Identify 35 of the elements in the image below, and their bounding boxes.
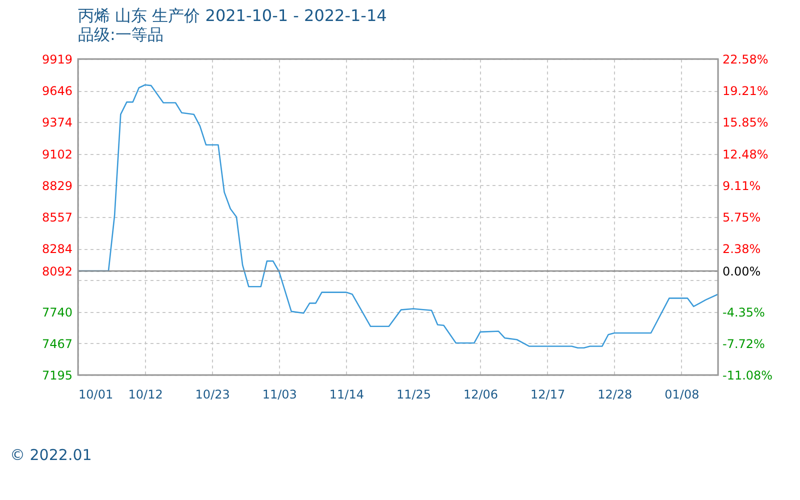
y2-tick-label: -7.72% [722, 336, 765, 351]
y-tick-label: 8557 [42, 210, 72, 224]
y-tick-label: 8829 [42, 178, 72, 193]
y2-tick-label: 15.85% [722, 116, 768, 130]
x-tick-label: 11/25 [396, 388, 432, 402]
x-tick-label: 11/14 [329, 388, 364, 402]
y2-tick-label: 12.48% [722, 147, 768, 162]
y2-tick-label: 0.00% [722, 264, 761, 278]
y-tick-label: 9374 [42, 116, 72, 130]
x-tick-label: 10/23 [195, 388, 230, 402]
x-tick-label: 11/03 [262, 388, 297, 402]
y-tick-label: 8092 [42, 264, 72, 278]
y-tick-label: 9102 [42, 147, 72, 162]
x-tick-label: 12/17 [530, 388, 566, 402]
y2-tick-label: 2.38% [722, 242, 761, 256]
x-tick-label: 01/08 [664, 388, 700, 402]
y2-tick-label: 9.11% [722, 178, 761, 193]
x-tick-label: 10/01 [78, 388, 114, 402]
y-tick-label: 7195 [42, 368, 72, 382]
y2-tick-label: 19.21% [722, 84, 768, 98]
text: © 2022.01 [10, 446, 92, 464]
y2-tick-label: -11.08% [722, 368, 773, 382]
y2-tick-label: -4.35% [722, 305, 765, 320]
x-tick-label: 12/28 [598, 388, 632, 402]
y-tick-label: 7467 [42, 336, 72, 351]
y2-tick-label: 22.58% [722, 52, 768, 66]
y-tick-label: 9646 [42, 84, 72, 98]
y-tick-label: 8284 [42, 242, 72, 256]
y-tick-label: 7740 [42, 305, 72, 320]
y2-tick-label: 5.75% [722, 210, 761, 224]
x-tick-label: 12/06 [463, 388, 498, 402]
y-tick-label: 9919 [42, 52, 72, 66]
chart-subtitle: 品级:一等品 [78, 25, 164, 44]
chart-title: 丙烯 山东 生产价 2021-10-1 - 2022-1-14 [78, 6, 387, 25]
x-tick-label: 10/12 [128, 388, 163, 402]
